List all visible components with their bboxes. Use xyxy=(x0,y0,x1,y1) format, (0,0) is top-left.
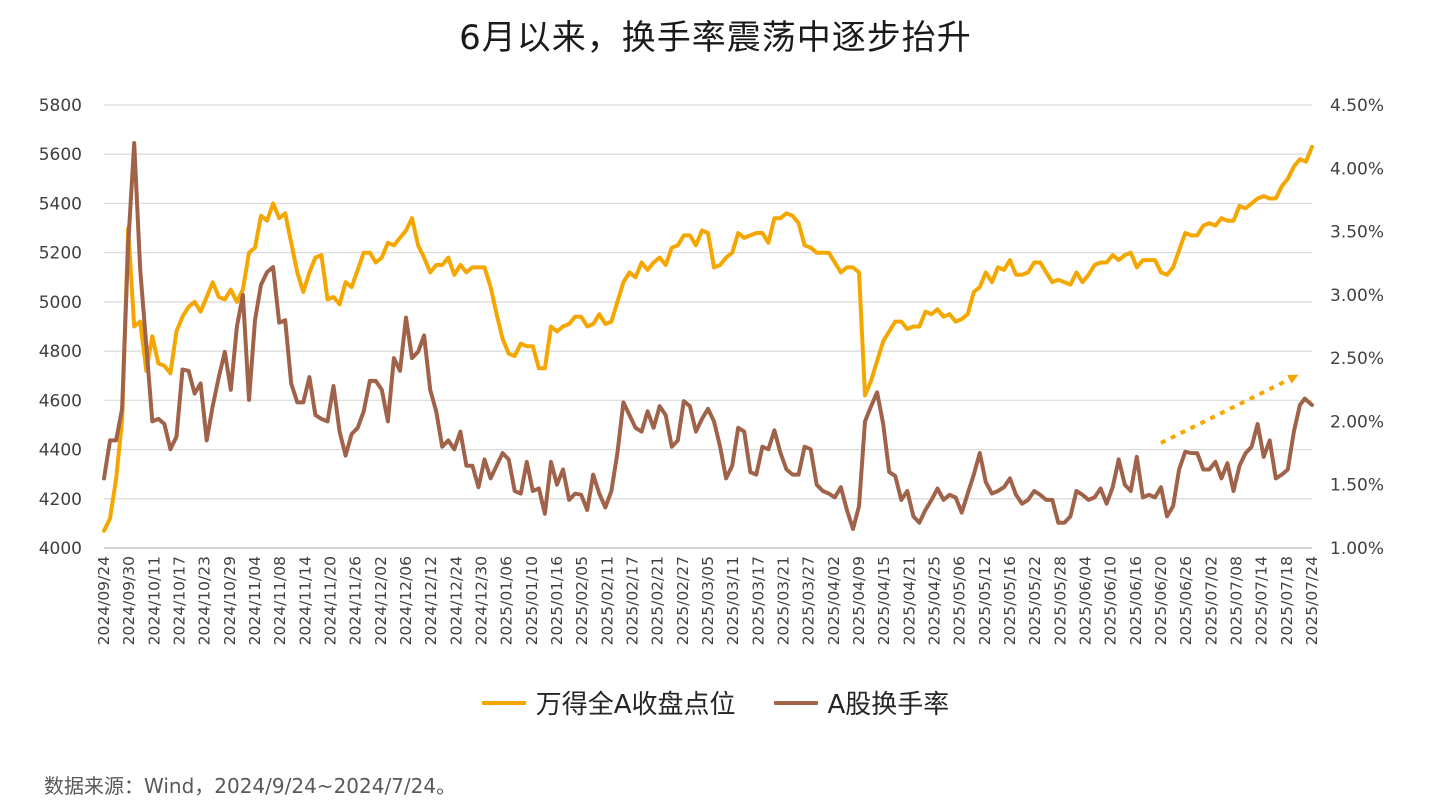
x-tick-label: 2025/01/06 xyxy=(498,556,516,645)
annotations xyxy=(1161,377,1294,443)
x-tick-label: 2025/05/28 xyxy=(1051,556,1069,645)
trend-arrow xyxy=(1161,377,1294,443)
x-tick-label: 2024/11/14 xyxy=(296,556,314,645)
x-tick-label: 2025/03/21 xyxy=(775,556,793,645)
x-tick-label: 2025/07/02 xyxy=(1202,556,1220,645)
series-lines xyxy=(104,143,1312,531)
left-tick-label: 4800 xyxy=(39,342,82,362)
x-tick-label: 2025/02/21 xyxy=(649,556,667,645)
x-axis: 2024/09/24 2024/09/30 2024/10/11 2024/10/17… xyxy=(95,548,1321,645)
x-tick-label: 2024/11/20 xyxy=(322,556,340,645)
legend-item-turnover: A股换手率 xyxy=(774,684,950,721)
legend-label-turnover: A股换手率 xyxy=(828,684,950,721)
x-tick-label: 2024/09/24 xyxy=(95,556,113,645)
legend-swatch-index xyxy=(482,701,526,705)
x-tick-label: 2025/06/10 xyxy=(1102,556,1120,645)
right-tick-label: 1.00% xyxy=(1330,539,1384,559)
x-tick-label: 2025/07/08 xyxy=(1228,556,1246,645)
x-tick-label: 2025/02/05 xyxy=(573,556,591,645)
right-tick-label: 3.50% xyxy=(1330,223,1384,243)
left-tick-label: 5400 xyxy=(39,194,82,214)
x-tick-label: 2024/12/24 xyxy=(447,556,465,645)
left-tick-label: 4600 xyxy=(39,391,82,411)
x-tick-label: 2025/05/16 xyxy=(1001,556,1019,645)
right-y-axis: 1.00% 1.50% 2.00% 2.50% 3.00% 3.50% 4.00% 4.50% xyxy=(1330,96,1384,559)
x-tick-label: 2025/03/17 xyxy=(749,556,767,645)
right-tick-label: 2.00% xyxy=(1330,412,1384,432)
x-tick-label: 2025/06/20 xyxy=(1152,556,1170,645)
x-tick-label: 2025/03/27 xyxy=(800,556,818,645)
left-tick-label: 5000 xyxy=(39,293,82,313)
legend: 万得全A收盘点位 A股换手率 xyxy=(0,684,1431,721)
left-tick-label: 5200 xyxy=(39,244,82,264)
right-tick-label: 3.00% xyxy=(1330,286,1384,306)
x-tick-label: 2025/07/18 xyxy=(1278,556,1296,645)
x-tick-label: 2025/01/16 xyxy=(548,556,566,645)
x-tick-label: 2024/12/06 xyxy=(397,556,415,645)
left-tick-label: 5800 xyxy=(39,96,82,116)
x-tick-label: 2025/02/17 xyxy=(624,556,642,645)
x-tick-label: 2025/05/12 xyxy=(976,556,994,645)
x-tick-label: 2024/11/08 xyxy=(271,556,289,645)
right-tick-label: 4.00% xyxy=(1330,159,1384,179)
x-tick-label: 2025/06/04 xyxy=(1077,556,1095,645)
x-tick-label: 2024/12/02 xyxy=(372,556,390,645)
x-tick-label: 2024/10/23 xyxy=(196,556,214,645)
legend-item-index: 万得全A收盘点位 xyxy=(482,684,736,721)
x-tick-label: 2025/06/26 xyxy=(1177,556,1195,645)
source-note: 数据来源：Wind，2024/9/24~2024/7/24。 xyxy=(44,770,456,799)
right-tick-label: 2.50% xyxy=(1330,349,1384,369)
x-tick-label: 2025/02/11 xyxy=(598,556,616,645)
x-tick-label: 2024/11/26 xyxy=(347,556,365,645)
x-tick-label: 2024/12/12 xyxy=(422,556,440,645)
x-tick-label: 2025/07/14 xyxy=(1253,556,1271,645)
legend-swatch-turnover xyxy=(774,701,818,705)
left-y-axis: 4000 4200 4400 4600 4800 5000 5200 5400 5600 5800 xyxy=(39,96,82,559)
left-tick-label: 4400 xyxy=(39,441,82,461)
x-tick-label: 2024/10/17 xyxy=(171,556,189,645)
x-tick-label: 2025/04/09 xyxy=(850,556,868,645)
left-tick-label: 4000 xyxy=(39,539,82,559)
x-tick-label: 2025/04/15 xyxy=(875,556,893,645)
x-tick-label: 2025/04/21 xyxy=(900,556,918,645)
x-tick-label: 2025/05/22 xyxy=(1026,556,1044,645)
x-tick-label: 2025/06/16 xyxy=(1127,556,1145,645)
x-tick-label: 2024/10/11 xyxy=(145,556,163,645)
x-tick-label: 2024/09/30 xyxy=(120,556,138,645)
x-tick-label: 2025/03/11 xyxy=(724,556,742,645)
x-tick-label: 2025/04/25 xyxy=(926,556,944,645)
x-tick-label: 2025/01/10 xyxy=(523,556,541,645)
x-tick-label: 2025/02/27 xyxy=(674,556,692,645)
right-tick-label: 1.50% xyxy=(1330,476,1384,496)
series-line-turnover xyxy=(104,143,1312,529)
x-tick-label: 2025/05/06 xyxy=(951,556,969,645)
right-tick-label: 4.50% xyxy=(1330,96,1384,116)
left-tick-label: 4200 xyxy=(39,490,82,510)
x-tick-label: 2025/03/05 xyxy=(699,556,717,645)
x-tick-label: 2024/11/04 xyxy=(246,556,264,645)
left-tick-label: 5600 xyxy=(39,145,82,165)
x-tick-label: 2024/12/30 xyxy=(473,556,491,645)
x-tick-label: 2024/10/29 xyxy=(221,556,239,645)
legend-label-index: 万得全A收盘点位 xyxy=(536,684,736,721)
x-tick-label: 2025/04/02 xyxy=(825,556,843,645)
x-tick-label: 2025/07/24 xyxy=(1303,556,1321,645)
